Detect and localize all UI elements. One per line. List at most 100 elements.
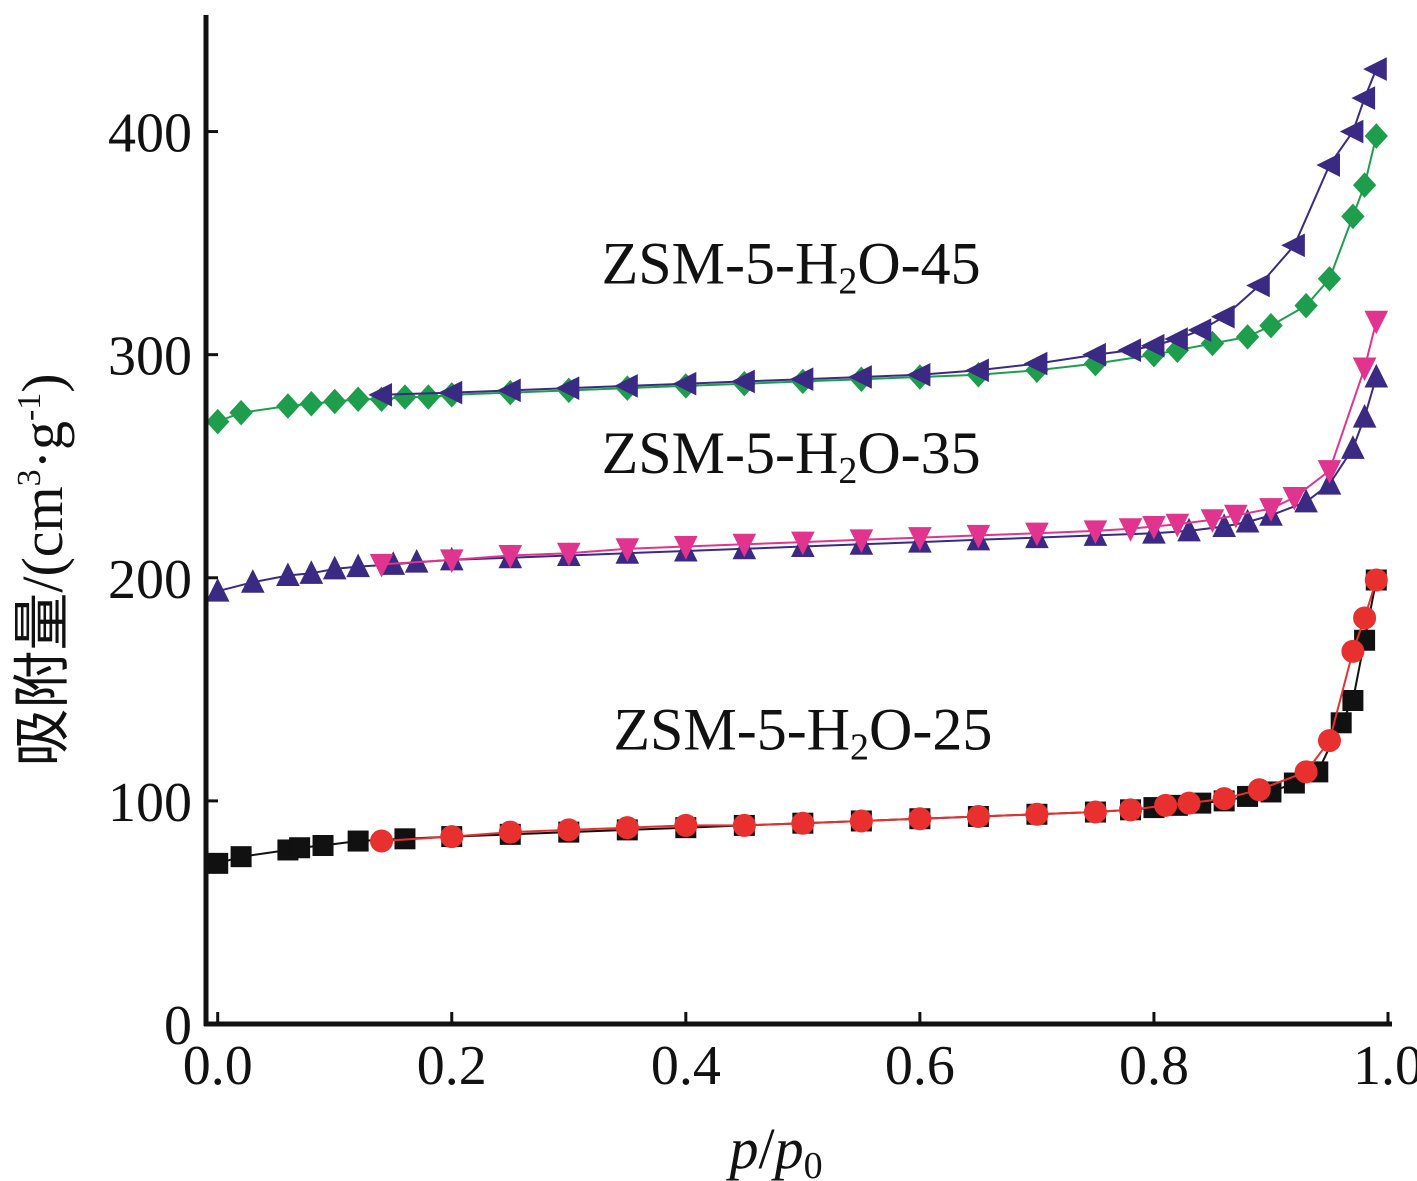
data-point: [1023, 351, 1048, 376]
data-point: [370, 829, 394, 853]
data-point: [906, 362, 931, 387]
data-point: [1282, 486, 1307, 511]
data-point: [1353, 606, 1377, 630]
data-point: [299, 391, 324, 417]
data-point: [393, 384, 417, 410]
data-point: [1294, 488, 1318, 513]
data-point: [299, 560, 324, 584]
data-point: [848, 365, 872, 389]
data-point: [1082, 342, 1106, 367]
data-point: [1317, 729, 1341, 753]
x-axis-title: p/p0: [725, 1116, 822, 1181]
data-point: [1339, 119, 1364, 144]
data-point: [1118, 518, 1143, 542]
y-axis-title: 吸附量/(cm3·g-1): [10, 373, 75, 766]
data-point: [416, 384, 441, 410]
data-point: [614, 374, 638, 398]
y-tick-label-4: 400: [108, 103, 192, 165]
data-point: [1246, 273, 1270, 298]
data-point: [1140, 333, 1165, 358]
data-point: [1317, 460, 1342, 484]
x-tick-label-0: 0.0: [183, 1035, 253, 1097]
data-point: [1317, 266, 1342, 292]
series-circle-1: [370, 568, 1388, 853]
x-tick-label-5: 1.0: [1353, 1035, 1417, 1097]
data-point: [312, 835, 334, 857]
data-point: [1364, 568, 1388, 592]
data-point: [1316, 153, 1340, 177]
data-point: [322, 555, 347, 580]
axis-ticks: 0.0 0.2 0.4 0.6 0.8 1.0 0 100 200 300 400: [108, 103, 1417, 1097]
data-point: [346, 386, 370, 413]
data-point: [674, 813, 698, 837]
data-point: [1177, 791, 1201, 815]
data-point: [323, 388, 347, 415]
data-point: [789, 367, 814, 392]
data-point: [1281, 233, 1305, 258]
data-point: [1351, 86, 1376, 110]
data-point: [230, 846, 252, 868]
data-point: [1083, 800, 1107, 824]
data-point: [1212, 787, 1236, 811]
data-point: [1247, 778, 1271, 802]
data-point: [1364, 363, 1389, 388]
data-point: [1177, 517, 1201, 542]
data-point: [1352, 172, 1377, 198]
x-tick-label-1: 0.2: [417, 1035, 487, 1097]
data-point: [1341, 435, 1365, 459]
data-point: [615, 538, 640, 562]
data-point: [1154, 793, 1178, 817]
data-point: [207, 852, 229, 874]
x-tick-label-4: 0.8: [1119, 1035, 1189, 1097]
data-point: [205, 578, 230, 602]
data-point: [1211, 304, 1235, 329]
y-tick-label-1: 100: [108, 772, 192, 834]
data-point: [369, 553, 394, 578]
data-point: [276, 393, 300, 419]
data-point: [439, 549, 464, 574]
data-point: [966, 805, 990, 829]
plot-marks: [205, 57, 1389, 874]
y-tick-label-3: 300: [108, 326, 192, 388]
data-point: [498, 544, 523, 569]
data-point: [557, 818, 581, 842]
data-point: [1363, 57, 1387, 81]
data-point: [1212, 513, 1236, 537]
data-point: [732, 813, 756, 837]
series-label-2: ZSM-5-H2O-25: [613, 697, 992, 769]
data-point: [849, 809, 873, 833]
data-point: [498, 820, 522, 844]
data-point: [672, 371, 697, 396]
data-point: [206, 408, 230, 435]
data-point: [1165, 513, 1190, 538]
data-point: [347, 830, 369, 852]
data-point: [1352, 357, 1377, 382]
data-point: [1259, 498, 1283, 522]
data-point: [1342, 689, 1364, 711]
data-point: [368, 383, 393, 407]
data-point: [346, 553, 370, 578]
data-point: [965, 358, 989, 383]
data-point: [615, 816, 639, 840]
data-point: [440, 825, 464, 849]
data-point: [731, 369, 755, 394]
y-tick-label-0: 0: [164, 995, 192, 1057]
data-point: [1259, 312, 1283, 339]
data-point: [908, 527, 932, 551]
data-point: [556, 542, 581, 567]
series-label-1: ZSM-5-H2O-35: [602, 420, 981, 492]
data-point: [1025, 802, 1049, 826]
data-point: [1117, 338, 1142, 363]
data-point: [1142, 515, 1166, 540]
data-point: [1235, 324, 1260, 350]
data-point: [849, 529, 874, 553]
data-point: [1119, 798, 1143, 822]
data-point: [674, 536, 698, 560]
series-triangle-down-3: [369, 310, 1389, 578]
data-point: [1224, 504, 1248, 529]
data-point: [1294, 292, 1318, 319]
data-point: [1294, 760, 1318, 784]
data-point: [1364, 310, 1389, 335]
series-label-0: ZSM-5-H2O-45: [602, 230, 981, 302]
